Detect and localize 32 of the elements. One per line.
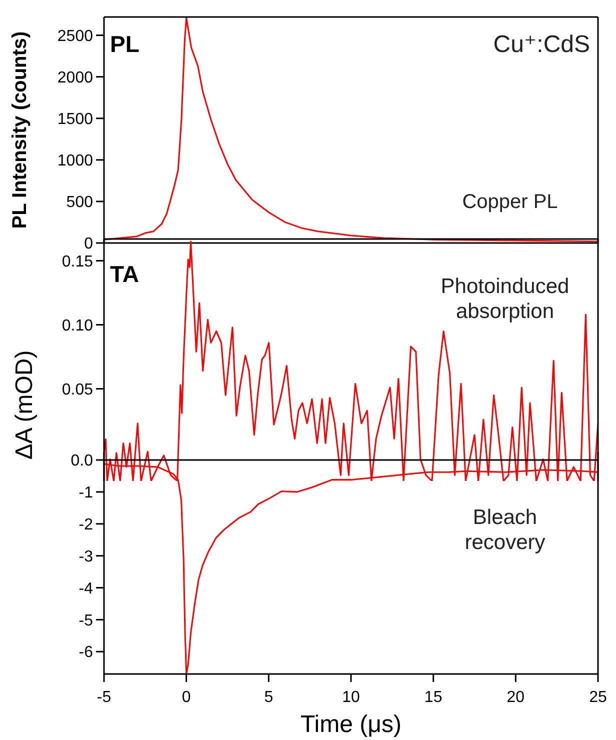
y-tick-label: 2000 [57,69,94,86]
y-axis-title: ΔA (mOD) [11,350,38,460]
y-tick-label: -4 [78,580,94,598]
x-tick-label: 15 [424,689,442,706]
annotation: Copper PL [462,191,558,213]
y-tick-label: 0.0 [70,452,94,470]
y-tick-label: -1 [78,484,94,502]
y-tick-label: -2 [78,516,94,534]
y-tick-label: 0.05 [62,381,94,398]
y-tick-label: 500 [66,194,94,212]
annotation: Bleach recovery [464,506,546,554]
y-tick-label: -5 [78,612,94,630]
y-tick-label: -6 [78,644,94,662]
annotation: Photoinduced absorption [440,275,570,324]
x-tick-label: -5 [96,689,112,706]
y-tick-label: 1000 [57,152,94,170]
y-tick-label: 0 [84,236,94,253]
y-tick-label: -3 [78,548,94,566]
x-tick-label: 5 [264,689,274,706]
x-axis-title: Time (μs) [300,711,402,738]
x-tick-label: 20 [506,689,525,706]
y-tick-label: 0.10 [62,317,94,334]
x-tick-label: 0 [182,689,191,706]
y-tick-label: 2500 [57,28,94,45]
y-tick-label: 0.15 [62,253,94,270]
text: TA [110,261,139,287]
text: PL [110,31,140,57]
y-tick-label: 1500 [57,110,94,128]
y-axis-title: PL Intensity (counts) [9,31,31,229]
x-tick-label: 25 [589,689,607,706]
x-tick-label: 10 [342,689,360,706]
annotation: Cu⁺:CdS [493,31,590,58]
